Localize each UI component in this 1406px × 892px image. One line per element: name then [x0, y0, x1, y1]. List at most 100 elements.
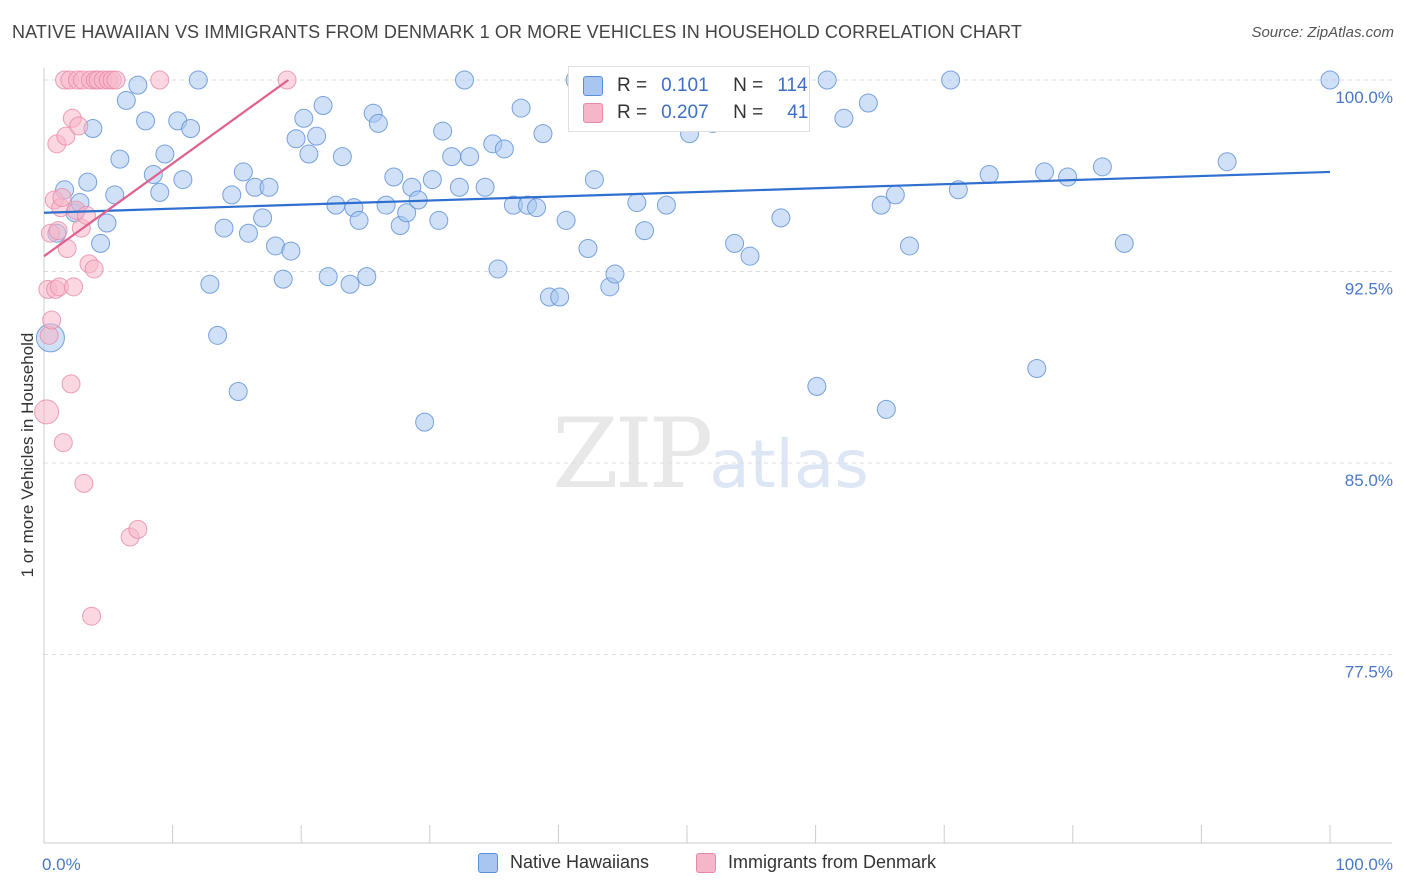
point-native-hawaiian	[433, 121, 453, 141]
point-native-hawaiian	[817, 70, 837, 90]
point-native-hawaiian	[326, 195, 346, 215]
point-native-hawaiian	[475, 177, 495, 197]
x-tick-label: 0.0%	[42, 855, 81, 874]
point-native-hawaiian	[527, 198, 547, 218]
point-native-hawaiian	[155, 144, 175, 164]
point-immigrant-denmark	[52, 187, 72, 207]
point-native-hawaiian	[307, 126, 327, 146]
point-native-hawaiian	[605, 264, 625, 284]
point-native-hawaiian	[238, 223, 258, 243]
point-native-hawaiian	[188, 70, 208, 90]
stats-n-label: N =	[733, 75, 764, 96]
point-native-hawaiian	[725, 233, 745, 253]
stats-swatch-blue	[583, 76, 603, 96]
trend-line-immigrants-denmark	[43, 79, 289, 258]
point-native-hawaiian	[1217, 152, 1237, 172]
point-immigrant-denmark	[53, 433, 73, 453]
point-native-hawaiian	[1114, 233, 1134, 253]
stats-n-label: N =	[733, 102, 764, 123]
legend-label: Native Hawaiians	[510, 852, 650, 872]
point-native-hawaiian	[1320, 70, 1340, 90]
point-native-hawaiian	[871, 195, 891, 215]
point-native-hawaiian	[208, 325, 228, 345]
y-tick-label: 92.5%	[1345, 280, 1393, 299]
point-native-hawaiian	[627, 193, 647, 213]
stats-r-value: 0.101	[661, 75, 709, 96]
tick-labels: 100.0% 92.5% 85.0% 77.5% 0.0% 100.0%	[42, 88, 1393, 874]
point-native-hawaiian	[222, 185, 242, 205]
point-native-hawaiian	[128, 75, 148, 95]
legend-item-immigrants-from-denmark[interactable]: Immigrants from Denmark	[696, 852, 936, 873]
point-native-hawaiian	[273, 269, 293, 289]
point-native-hawaiian	[771, 208, 791, 228]
point-native-hawaiian	[635, 221, 655, 241]
point-native-hawaiian	[228, 382, 248, 402]
point-native-hawaiian	[116, 90, 136, 110]
data-points	[34, 70, 1340, 626]
point-native-hawaiian	[858, 93, 878, 113]
point-native-hawaiian	[578, 239, 598, 259]
point-immigrant-denmark	[56, 126, 76, 146]
legend: Native Hawaiians Immigrants from Denmark	[0, 848, 1406, 880]
point-immigrant-denmark	[106, 70, 126, 90]
legend-swatch-blue	[478, 852, 498, 873]
point-immigrant-denmark	[74, 473, 94, 493]
point-native-hawaiian	[136, 111, 156, 131]
point-immigrant-denmark	[34, 399, 60, 425]
point-immigrant-denmark	[82, 606, 102, 626]
point-native-hawaiian	[299, 144, 319, 164]
point-native-hawaiian	[233, 162, 253, 182]
point-native-hawaiian	[422, 170, 442, 190]
point-native-hawaiian	[318, 267, 338, 287]
stats-n-value: 114	[777, 75, 808, 96]
point-native-hawaiian	[740, 246, 760, 266]
legend-swatch-pink	[696, 852, 716, 873]
point-native-hawaiian	[376, 195, 396, 215]
y-tick-label: 77.5%	[1345, 663, 1393, 682]
point-native-hawaiian	[807, 376, 827, 396]
point-native-hawaiian	[286, 129, 306, 149]
trend-lines	[43, 79, 1331, 258]
point-native-hawaiian	[455, 70, 475, 90]
point-native-hawaiian	[357, 267, 377, 287]
point-native-hawaiian	[349, 210, 369, 230]
point-immigrant-denmark	[48, 221, 68, 241]
point-immigrant-denmark	[61, 374, 81, 394]
point-native-hawaiian	[313, 96, 333, 116]
point-native-hawaiian	[332, 147, 352, 167]
point-native-hawaiian	[449, 177, 469, 197]
point-immigrant-denmark	[57, 239, 77, 259]
point-native-hawaiian	[885, 185, 905, 205]
point-native-hawaiian	[584, 170, 604, 190]
point-native-hawaiian	[442, 147, 462, 167]
point-native-hawaiian	[143, 164, 163, 184]
point-native-hawaiian	[941, 70, 961, 90]
source-credit: Source: ZipAtlas.com	[1251, 24, 1394, 41]
point-native-hawaiian	[384, 167, 404, 187]
point-immigrant-denmark	[64, 277, 84, 297]
stats-row-blue: R = 0.101 N = 114	[583, 73, 808, 99]
point-native-hawaiian	[460, 147, 480, 167]
point-native-hawaiian	[876, 399, 896, 419]
point-native-hawaiian	[281, 241, 301, 261]
point-native-hawaiian	[91, 233, 111, 253]
x-tick-label: 100.0%	[1335, 855, 1393, 874]
point-native-hawaiian	[110, 149, 130, 169]
stats-swatch-pink	[583, 103, 603, 123]
legend-item-native-hawaiians[interactable]: Native Hawaiians	[478, 852, 649, 873]
point-native-hawaiian	[259, 177, 279, 197]
y-tick-label: 100.0%	[1335, 88, 1393, 107]
point-native-hawaiian	[556, 210, 576, 230]
stats-r-value: 0.207	[661, 102, 709, 123]
point-native-hawaiian	[214, 218, 234, 238]
point-immigrant-denmark	[128, 519, 148, 539]
point-native-hawaiian	[834, 108, 854, 128]
point-native-hawaiian	[97, 213, 117, 233]
point-native-hawaiian	[1035, 162, 1055, 182]
stats-r-label: R =	[617, 102, 648, 123]
point-native-hawaiian	[1058, 167, 1078, 187]
point-native-hawaiian	[979, 164, 999, 184]
axes	[43, 68, 1392, 844]
watermark-atlas: atlas	[709, 426, 869, 503]
point-immigrant-denmark	[69, 116, 89, 136]
